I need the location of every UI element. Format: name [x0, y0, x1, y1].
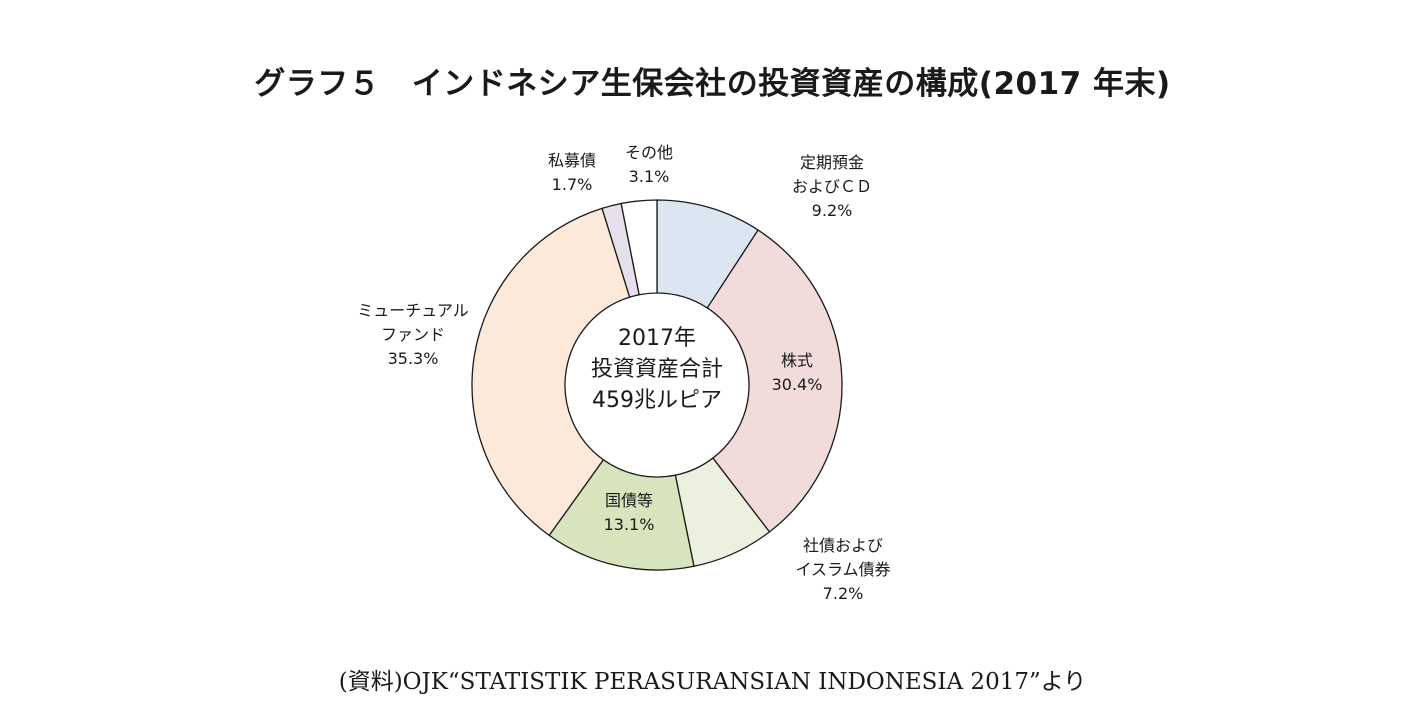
- center-line-1: 投資資産合計: [591, 357, 723, 382]
- slice-label-6: その他 3.1%: [625, 143, 673, 186]
- slice-label-5: 私募債 1.7%: [548, 151, 596, 194]
- slice-label-2: 社債およびイスラム債券 7.2%: [795, 536, 890, 603]
- slice-value-1: 30.4%: [772, 375, 823, 394]
- slice-labels: 定期預金およびＣＤ 9.2% 株式 30.4% 社債およびイスラム債券 7.2% 国債等 13…: [357, 143, 890, 603]
- slice-value-5: 1.7%: [552, 175, 593, 194]
- slice-value-3: 13.1%: [604, 515, 655, 534]
- slice-label-3: 国債等 13.1%: [604, 491, 655, 534]
- chart-title: グラフ５ インドネシア生保会社の投資資産の構成(2017 年末): [254, 66, 1171, 102]
- center-total-text: 2017年投資資産合計 459兆ルピア: [591, 326, 723, 413]
- slice-name-6: その他: [625, 143, 673, 162]
- slice-name-4: ミューチュアル: [357, 301, 469, 320]
- slice-value-0: 9.2%: [812, 201, 853, 220]
- slice-label-0: 定期預金およびＣＤ 9.2%: [792, 153, 872, 220]
- donut-slices: [471, 199, 843, 571]
- slice-name-4: ファンド: [381, 325, 445, 344]
- slice-label-4: ミューチュアルファンド 35.3%: [357, 301, 469, 368]
- slice-value-6: 3.1%: [629, 167, 670, 186]
- slice-name-0: 定期預金: [800, 153, 864, 172]
- slice-6: [620, 199, 658, 296]
- slice-value-4: 35.3%: [388, 349, 439, 368]
- source-note: (資料)OJK“STATISTIK PERASURANSIAN INDONESI…: [338, 669, 1087, 695]
- slice-name-1: 株式: [781, 351, 813, 370]
- center-line-0: 2017年: [618, 326, 696, 351]
- slice-4: [471, 207, 631, 537]
- center-label: 2017年投資資産合計 459兆ルピア: [591, 326, 723, 413]
- slice-value-2: 7.2%: [823, 584, 864, 603]
- slice-name-2: 社債および: [803, 536, 883, 555]
- slice-label-1: 株式 30.4%: [772, 351, 823, 394]
- slice-1: [706, 229, 843, 533]
- slice-name-2: イスラム債券: [795, 560, 890, 579]
- slice-name-3: 国債等: [605, 491, 653, 510]
- slice-name-0: およびＣＤ: [792, 177, 872, 196]
- slice-name-5: 私募債: [548, 151, 596, 170]
- center-line-2: 459兆ルピア: [592, 388, 722, 413]
